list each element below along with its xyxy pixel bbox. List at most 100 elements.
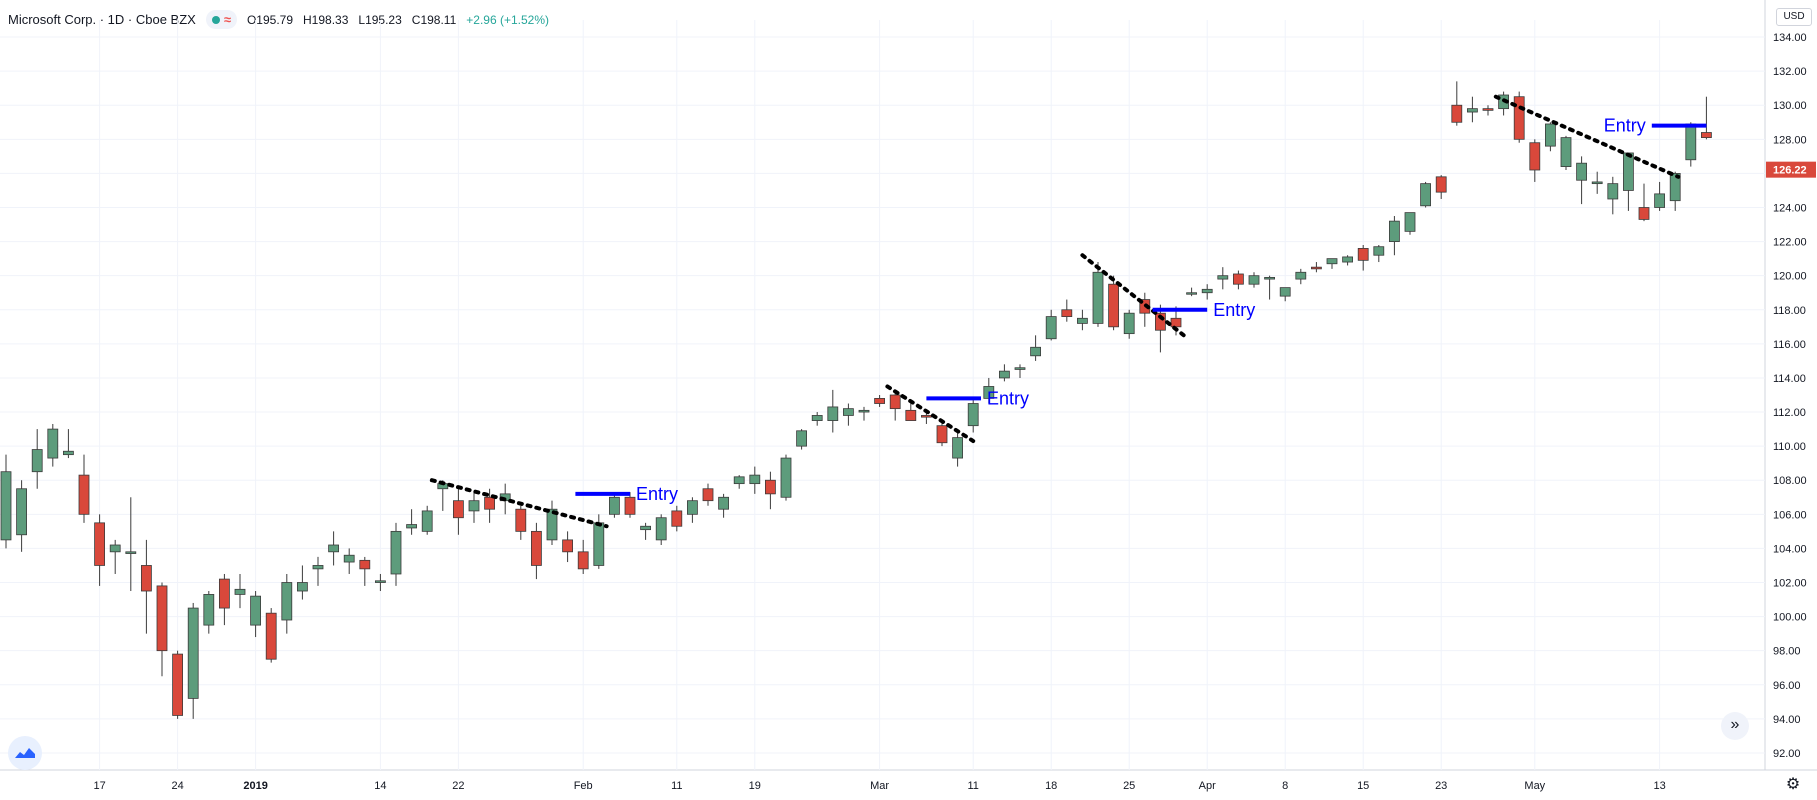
candle bbox=[406, 509, 418, 535]
candle bbox=[921, 412, 932, 424]
y-tick-label: 124.00 bbox=[1773, 203, 1807, 215]
candle bbox=[999, 364, 1010, 382]
x-tick-label: 17 bbox=[93, 780, 105, 792]
candle bbox=[515, 505, 527, 540]
indicator-toggles[interactable]: ≈ bbox=[205, 10, 237, 29]
candle-body bbox=[687, 500, 698, 515]
candle-body bbox=[78, 474, 90, 515]
candle-body bbox=[1623, 152, 1634, 191]
candle-body bbox=[780, 457, 792, 498]
candle bbox=[905, 403, 917, 421]
entry-label: Entry bbox=[1604, 116, 1646, 136]
candle bbox=[328, 531, 340, 566]
x-tick-label: 11 bbox=[967, 780, 978, 792]
candle bbox=[609, 492, 620, 518]
candle-body bbox=[655, 517, 667, 541]
y-tick-label: 100.00 bbox=[1773, 612, 1807, 624]
x-tick-label: 19 bbox=[749, 780, 761, 792]
candle bbox=[1201, 284, 1213, 300]
trendline bbox=[1080, 253, 1186, 338]
x-tick-label: 8 bbox=[1282, 780, 1288, 792]
candle-body bbox=[140, 565, 152, 592]
candle-body bbox=[1092, 271, 1104, 324]
candle-body bbox=[172, 653, 184, 716]
candle bbox=[265, 608, 277, 663]
candle bbox=[312, 556, 324, 586]
candle-body bbox=[889, 394, 901, 410]
candle-body bbox=[390, 530, 402, 575]
candle-body bbox=[265, 612, 277, 660]
candle-body bbox=[1201, 288, 1213, 294]
candle-body bbox=[999, 370, 1010, 379]
candle-body bbox=[967, 403, 979, 427]
candle-body bbox=[1451, 104, 1463, 123]
y-tick-label: 128.00 bbox=[1773, 134, 1807, 146]
symbol-title[interactable]: Microsoft Corp. · 1D · Cboe BZX bbox=[8, 12, 196, 27]
candle-body bbox=[1389, 220, 1400, 242]
candle bbox=[1295, 268, 1307, 285]
y-tick-label: 92.00 bbox=[1773, 748, 1801, 760]
candle-body bbox=[0, 471, 12, 541]
candle bbox=[687, 497, 698, 523]
candle-body bbox=[1030, 346, 1041, 357]
candle-body bbox=[1045, 316, 1057, 340]
logo-icon[interactable] bbox=[8, 736, 42, 770]
candle bbox=[655, 514, 667, 545]
candle bbox=[1186, 287, 1197, 297]
candle bbox=[1092, 262, 1104, 327]
y-tick-label: 132.00 bbox=[1773, 66, 1807, 78]
candle bbox=[1669, 171, 1681, 211]
candle-body bbox=[374, 580, 386, 583]
candle bbox=[156, 582, 168, 677]
candle bbox=[0, 454, 12, 549]
candle bbox=[1638, 183, 1650, 222]
scroll-to-realtime-icon[interactable]: » bbox=[1721, 712, 1749, 740]
candle-body bbox=[1638, 207, 1650, 220]
candle bbox=[1591, 171, 1603, 194]
candle-body bbox=[484, 496, 496, 510]
candle bbox=[452, 488, 464, 535]
currency-label[interactable]: USD bbox=[1776, 8, 1812, 26]
candle-body bbox=[1669, 173, 1681, 202]
candle bbox=[546, 500, 558, 545]
candle-body bbox=[1576, 162, 1587, 181]
candle-body bbox=[359, 559, 371, 570]
candle-body bbox=[234, 588, 246, 595]
candle-body bbox=[156, 585, 168, 652]
candle bbox=[889, 391, 901, 421]
candle-body bbox=[125, 551, 137, 554]
candle-body bbox=[531, 530, 542, 566]
candle-body bbox=[47, 428, 59, 459]
candle bbox=[1404, 212, 1416, 235]
candle bbox=[1030, 335, 1041, 361]
ohlc-high: H198.33 bbox=[303, 12, 349, 27]
candle-body bbox=[1014, 367, 1026, 370]
candle bbox=[187, 602, 199, 719]
y-tick-label: 134.00 bbox=[1773, 32, 1807, 44]
y-tick-label: 112.00 bbox=[1773, 407, 1806, 419]
trendline bbox=[1493, 94, 1681, 179]
x-tick-label: Feb bbox=[574, 780, 593, 792]
y-tick-label: 130.00 bbox=[1773, 100, 1807, 112]
candle-body bbox=[1404, 212, 1416, 232]
candle bbox=[718, 493, 729, 518]
candle bbox=[1342, 255, 1353, 266]
candle-body bbox=[609, 496, 620, 515]
candle bbox=[390, 522, 402, 586]
candle bbox=[1701, 96, 1712, 140]
candle-body bbox=[343, 554, 355, 563]
gear-icon[interactable]: ⚙ bbox=[1785, 776, 1801, 793]
candle bbox=[1623, 152, 1634, 211]
ohlc-low: L195.23 bbox=[358, 12, 402, 27]
x-tick-label: 14 bbox=[374, 780, 386, 792]
candle-body bbox=[421, 510, 433, 532]
candle bbox=[1264, 275, 1275, 300]
candle-body bbox=[406, 524, 418, 529]
y-tick-label: 116.00 bbox=[1773, 339, 1806, 351]
candle-body bbox=[1264, 276, 1275, 280]
candle-body bbox=[1123, 312, 1135, 335]
candle bbox=[1279, 287, 1291, 302]
x-tick-label: Apr bbox=[1199, 780, 1216, 792]
candle-body bbox=[1685, 123, 1697, 161]
